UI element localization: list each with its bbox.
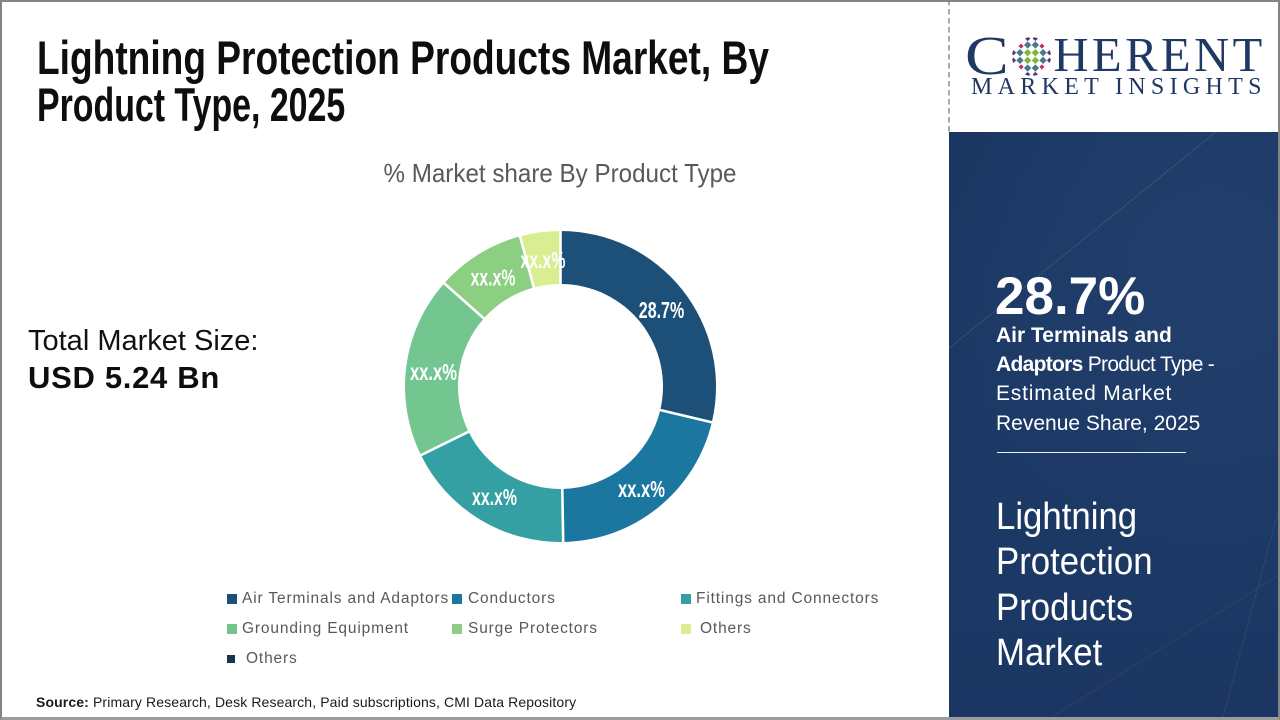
svg-text:xx.x%: xx.x% [618, 476, 665, 502]
svg-text:xx.x%: xx.x% [521, 247, 566, 273]
svg-text:xx.x%: xx.x% [471, 264, 516, 290]
svg-text:xx.x%: xx.x% [410, 359, 457, 385]
svg-text:28.7%: 28.7% [639, 297, 684, 323]
svg-text:xx.x%: xx.x% [472, 484, 517, 510]
